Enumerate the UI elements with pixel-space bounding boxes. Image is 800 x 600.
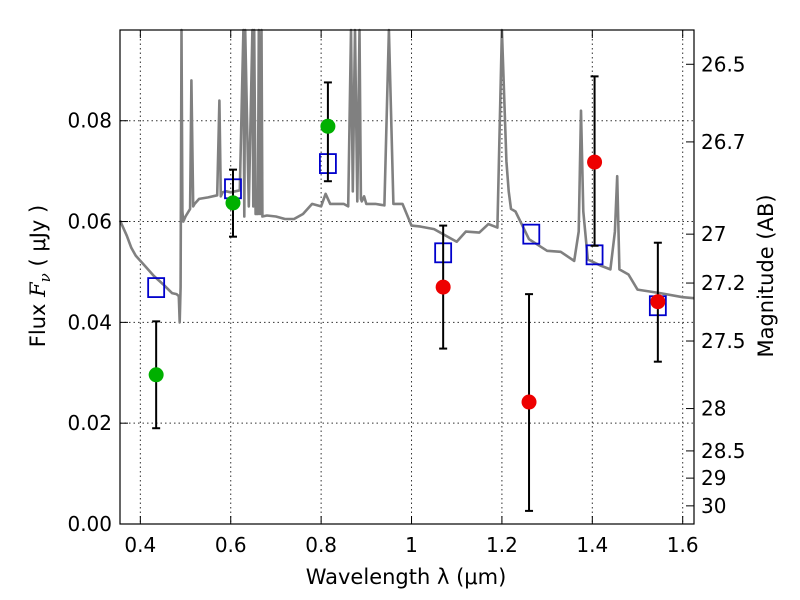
- y-axis-label-nu: ν: [36, 273, 54, 282]
- red-point: [650, 294, 666, 310]
- right-tick-label: 28: [701, 397, 726, 421]
- red-point: [587, 154, 603, 170]
- y-tick-label: 0.00: [67, 512, 112, 536]
- right-tick-label: 28.5: [701, 439, 746, 463]
- right-tick-label: 26.5: [701, 52, 746, 76]
- model-band-square: [522, 223, 541, 245]
- green-point: [148, 367, 164, 383]
- right-tick-label: 29: [701, 466, 726, 490]
- model-band-square: [147, 277, 166, 298]
- y-tick-label: 0.08: [67, 109, 112, 133]
- y-tick-label: 0.04: [67, 310, 112, 334]
- right-tick-label: 27: [701, 222, 726, 246]
- right-tick-label: 26.7: [701, 130, 746, 154]
- y-axis-label-flux: Flux: [26, 297, 50, 347]
- y-axis-label: Flux Fν ( μJy ): [26, 205, 54, 347]
- x-tick-label: 0.8: [305, 533, 337, 557]
- right-axis-label: Magnitude (AB): [754, 194, 778, 357]
- x-tick-label: 0.6: [215, 533, 247, 557]
- ticks-layer: 0.4 0.6 0.8 1 1.2 1.4 1.6 0.00 0.02 0.04 0.06 0.08 2…: [67, 30, 746, 557]
- x-tick-label: 1: [405, 533, 418, 557]
- model-spectrum-layer: [118, 28, 695, 324]
- x-tick-label: 0.4: [124, 533, 156, 557]
- y-tick-label: 0.02: [67, 411, 112, 435]
- y-axis-label-f: F: [26, 281, 50, 298]
- right-tick-label: 27.2: [701, 271, 746, 295]
- green-point: [320, 118, 336, 134]
- data-marks-layer: [147, 75, 667, 512]
- grid-layer: [120, 30, 694, 525]
- y-axis-label-units: ( μJy ): [26, 205, 50, 273]
- x-axis-label: Wavelength λ (μm): [306, 565, 507, 589]
- plot-frame: [119, 29, 695, 525]
- red-point: [435, 279, 451, 295]
- green-point: [225, 195, 241, 211]
- y-tick-label: 0.06: [67, 210, 112, 234]
- x-tick-label: 1.2: [486, 533, 518, 557]
- model-spectrum-line: [118, 28, 695, 324]
- right-tick-label: 27.5: [701, 329, 746, 353]
- red-point: [521, 394, 537, 410]
- right-tick-label: 30: [701, 494, 726, 518]
- x-tick-label: 1.4: [576, 533, 608, 557]
- x-tick-label: 1.6: [667, 533, 699, 557]
